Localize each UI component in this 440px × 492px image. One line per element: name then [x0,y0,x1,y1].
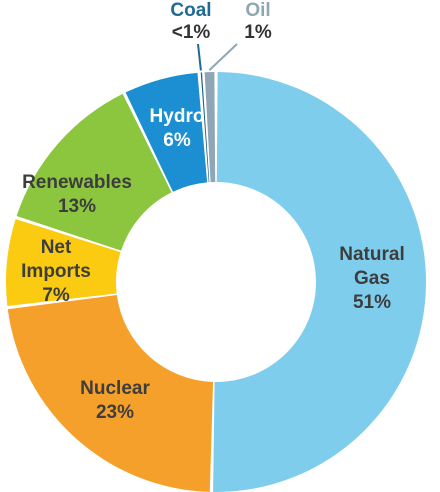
slice-renewables [16,93,172,251]
slice-nuclear [7,294,214,492]
leader-lines-group [197,43,238,71]
label-natural-gas: Natural Gas 51% [339,244,404,313]
leader-line-oil [208,43,238,71]
label-net-imports: Net Imports 7% [21,237,91,306]
label-value-nuclear: 23% [96,402,134,423]
slice-net-imports [6,219,121,307]
slice-oil [204,72,216,183]
slice-hydro [125,72,208,192]
slice-coal [200,72,210,183]
label-name-natural-gas: Natural [339,244,404,265]
label-oil: Oil 1% [244,0,272,43]
label-value-net-imports: 7% [42,285,70,306]
label-name-nuclear: Nuclear [80,378,150,399]
label-value-coal: <1% [172,22,211,43]
label-name-net-imports: Net [41,237,72,258]
label-value-oil: 1% [244,22,272,43]
label-coal: Coal <1% [170,0,211,43]
label-renewables: Renewables 13% [22,172,132,217]
labels-group: Natural Gas 51% Nuclear 23% Net Imports 7% Renew… [21,0,405,423]
label-hydro: Hydro 6% [150,106,205,151]
label-name-natural-gas: Gas [354,268,390,289]
label-value-natural-gas: 51% [353,292,391,313]
label-value-hydro: 6% [163,130,191,151]
label-nuclear: Nuclear 23% [80,378,150,423]
slice-natural-gas [213,72,426,492]
slices-group [6,72,426,492]
label-value-renewables: 13% [58,196,96,217]
label-name-coal: Coal [170,0,211,21]
label-name-renewables: Renewables [22,172,132,193]
leader-line-coal [197,43,202,71]
label-name-net-imports: Imports [21,261,91,282]
label-name-hydro: Hydro [150,106,205,127]
label-name-oil: Oil [245,0,270,21]
